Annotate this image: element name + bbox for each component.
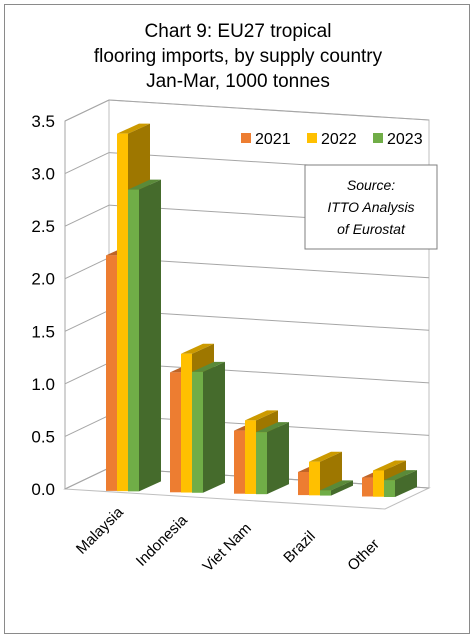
y-tick-label: 1.0: [31, 375, 55, 394]
source-note-line-3: of Eurostat: [337, 221, 406, 237]
bar-side: [203, 361, 225, 493]
bar-top: [320, 480, 353, 491]
legend-label: 2021: [255, 131, 291, 148]
bar-viet-nam-2021: [234, 430, 245, 494]
bar-top: [128, 179, 161, 190]
chart-title-line-3: Jan-Mar, 1000 tonnes: [146, 71, 330, 92]
y-tick-label: 2.5: [31, 217, 55, 236]
bar-other-2022: [373, 470, 384, 497]
y-tick-label: 0.0: [31, 480, 55, 499]
bar-other-2023: [384, 480, 395, 497]
legend-swatch: [241, 133, 251, 143]
gridline-side: [64, 467, 110, 490]
source-note: Source: ITTO Analysis of Eurostat: [304, 164, 438, 250]
y-tick-label: 2.0: [31, 270, 55, 289]
bar-malaysia-2021: [106, 255, 117, 491]
y-tick-label: 1.5: [31, 322, 55, 341]
gridline-side: [64, 152, 110, 175]
gridline: [108, 309, 430, 331]
bar-top: [117, 123, 150, 134]
chart-frame: Chart 9: EU27 tropical flooring imports,…: [4, 4, 470, 634]
legend-label: 2022: [321, 131, 357, 148]
chart-title-line-2: flooring imports, by supply country: [94, 46, 383, 67]
bar-top: [384, 470, 417, 481]
gridline-side: [64, 99, 110, 122]
bar-other-2021: [362, 477, 373, 497]
y-tick-label: 3.5: [31, 112, 55, 131]
gridline-side: [64, 414, 110, 437]
gridline: [108, 99, 430, 121]
gridline-side: [64, 362, 110, 385]
bar-side: [267, 422, 289, 495]
bar-indonesia-2021: [170, 372, 181, 493]
bar-side: [395, 470, 417, 497]
gridline: [108, 362, 430, 384]
bar-chart: Chart 9: EU27 tropical flooring imports,…: [31, 21, 438, 575]
source-note-box: [304, 164, 438, 250]
bar-brazil-2023: [320, 490, 331, 496]
gridline-side: [64, 309, 110, 332]
gridline: [108, 257, 430, 279]
y-tick-label: 3.0: [31, 165, 55, 184]
bar-top: [256, 422, 289, 433]
bar-viet-nam-2022: [245, 420, 256, 494]
legend-label: 2023: [387, 131, 423, 148]
legend-swatch: [373, 133, 383, 143]
source-note-line-2: ITTO Analysis: [327, 199, 414, 215]
x-tick-label: Indonesia: [133, 511, 191, 569]
bar-malaysia-2023: [128, 189, 139, 492]
bar-malaysia-2022: [117, 133, 128, 492]
x-tick-label: Viet Nam: [199, 520, 254, 575]
chart-title: Chart 9: EU27 tropical flooring imports,…: [94, 21, 383, 92]
side-wall: [64, 99, 110, 490]
bar-top: [245, 410, 278, 421]
bar-top: [192, 361, 225, 372]
gridline-side: [64, 204, 110, 227]
legend: 2021 2022 2023: [241, 131, 423, 148]
x-tick-label: Brazil: [280, 528, 319, 567]
bar-top: [181, 343, 214, 354]
x-tick-label: Other: [344, 536, 383, 575]
bar-side: [331, 480, 353, 496]
bar-indonesia-2022: [181, 353, 192, 493]
gridline-side: [64, 257, 110, 280]
bar-viet-nam-2023: [256, 432, 267, 495]
bar-side: [139, 179, 161, 492]
bar-brazil-2021: [298, 471, 309, 496]
legend-swatch: [307, 133, 317, 143]
bar-indonesia-2023: [192, 371, 203, 493]
x-tick-label: Malaysia: [73, 503, 127, 557]
bar-top: [309, 451, 342, 462]
bar-brazil-2022: [309, 461, 320, 496]
chart-title-line-1: Chart 9: EU27 tropical: [145, 21, 332, 42]
source-note-line-1: Source:: [347, 177, 395, 193]
y-tick-label: 0.5: [31, 427, 55, 446]
bar-top: [373, 460, 406, 471]
